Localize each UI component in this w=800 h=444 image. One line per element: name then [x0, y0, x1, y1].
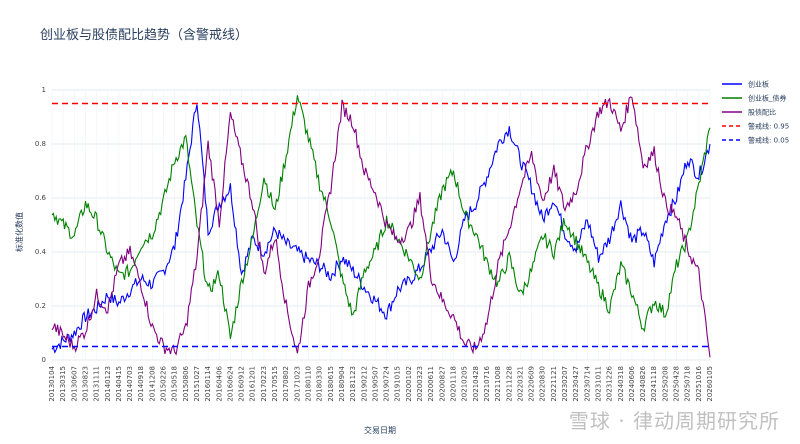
chart-title: 创业板与股债配比趋势（含警戒线）: [40, 28, 249, 43]
x-tick-label: 20131111: [93, 366, 101, 402]
x-tick-label: 20150518: [171, 366, 179, 402]
x-tick-label: 20200323: [416, 366, 424, 402]
x-tick-label: 20260105: [706, 366, 714, 402]
x-tick-label: 20180330: [316, 366, 324, 402]
y-tick-label: 0: [42, 356, 46, 364]
legend-label: 警戒线: 0.95: [748, 122, 789, 131]
x-tick-label: 20220609: [528, 366, 536, 402]
x-tick-label: 20250208: [661, 366, 669, 402]
series-line: [51, 104, 711, 354]
x-tick-label: 20221121: [550, 366, 558, 402]
x-tick-label: 20161201: [249, 366, 257, 402]
x-tick-label: 20150226: [160, 365, 168, 401]
y-tick-label: 0.2: [35, 302, 46, 310]
x-tick-label: 20231011: [594, 366, 602, 402]
y-tick-label: 0.6: [35, 194, 47, 202]
x-tick-label: 20250718: [684, 366, 692, 402]
x-tick-label: 20140415: [115, 366, 123, 402]
x-tick-label: 20160114: [204, 365, 212, 401]
x-tick-label: 20130607: [70, 366, 78, 402]
series-line: [51, 96, 711, 358]
x-tick-label: 20211228: [505, 366, 513, 402]
x-tick-label: 20240318: [617, 366, 625, 402]
x-tick-label: 20230714: [583, 365, 591, 401]
x-tick-label: 20191015: [394, 366, 402, 402]
x-tick-label: 20231226: [606, 365, 614, 401]
legend-label: 创业板_债券: [748, 94, 787, 103]
x-tick-label: 20160406: [215, 365, 223, 401]
legend-label: 创业板: [748, 80, 769, 89]
x-tick-label: 20170802: [282, 366, 290, 402]
x-tick-label: 20230207: [561, 366, 569, 402]
x-tick-label: 20160912: [238, 366, 246, 402]
series-line: [51, 95, 711, 339]
x-tick-label: 20170223: [260, 366, 268, 402]
x-tick-label: 20190724: [383, 365, 391, 401]
legend-label: 股债配比: [748, 108, 776, 117]
plot-area: [51, 95, 711, 358]
x-tick-label: 20130315: [59, 366, 67, 402]
y-axis-title: 标准化数值: [14, 212, 24, 252]
x-tick-label: 20140703: [126, 366, 134, 402]
watermark: 雪球 · 律动周期研究所: [568, 409, 780, 433]
y-tick-label: 0.8: [35, 140, 46, 148]
x-tick-label: 20140918: [137, 366, 145, 402]
x-tick-label: 20200102: [405, 366, 413, 402]
x-tick-label: 20210428: [472, 366, 480, 402]
legend-label: 警戒线: 0.05: [748, 136, 789, 145]
y-tick-label: 0.4: [35, 248, 47, 256]
x-tick-label: 20250428: [673, 366, 681, 402]
x-tick-label: 20180110: [305, 366, 313, 402]
y-tick-label: 1: [42, 86, 46, 94]
x-tick-label: 20201118: [449, 366, 457, 402]
y-axis-ticks: 0 0.2 0.4 0.6 0.8 1: [35, 86, 47, 364]
x-tick-label: 20220830: [539, 366, 547, 402]
x-tick-label: 20151027: [193, 366, 201, 402]
x-tick-label: 20171023: [293, 366, 301, 402]
x-tick-label: 20180904: [338, 365, 346, 401]
x-tick-label: 20230427: [572, 366, 580, 402]
x-tick-label: 20251016: [695, 365, 703, 401]
grid: [51, 89, 711, 361]
x-tick-label: 20190212: [360, 366, 368, 402]
x-tick-label: 20130823: [81, 366, 89, 402]
x-tick-label: 20200611: [427, 366, 435, 402]
x-tick-label: 20170515: [271, 366, 279, 402]
x-tick-label: 20180615: [327, 366, 335, 402]
x-axis-title: 交易日期: [364, 425, 396, 435]
x-tick-label: 20240606: [628, 365, 636, 401]
x-tick-label: 20211008: [494, 366, 502, 402]
x-axis-ticks: 20130104 20130315 20130607 20130823 20131111…: [48, 365, 714, 401]
x-tick-label: 20200827: [438, 366, 446, 402]
x-tick-label: 20210205: [461, 366, 469, 402]
x-tick-label: 20130104: [48, 365, 56, 401]
x-tick-label: 20240826: [639, 365, 647, 401]
x-tick-label: 20181123: [349, 366, 357, 402]
x-tick-label: 20220321: [516, 366, 524, 402]
x-tick-label: 20141208: [148, 366, 156, 402]
x-tick-label: 20241118: [650, 366, 658, 402]
x-tick-label: 20210716: [483, 365, 491, 401]
x-tick-label: 20140123: [104, 366, 112, 402]
x-tick-label: 20150806: [182, 365, 190, 401]
x-tick-label: 20160624: [226, 365, 234, 401]
x-tick-label: 20190507: [371, 366, 379, 402]
